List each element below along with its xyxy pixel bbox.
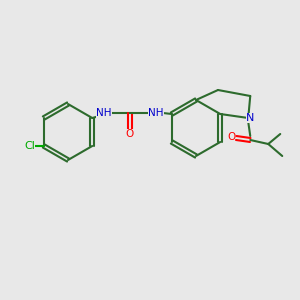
Text: NH: NH <box>148 108 164 118</box>
Text: Cl: Cl <box>24 141 35 151</box>
Text: NH: NH <box>96 108 112 118</box>
Text: O: O <box>227 132 236 142</box>
Text: N: N <box>246 113 254 123</box>
Text: O: O <box>126 129 134 139</box>
